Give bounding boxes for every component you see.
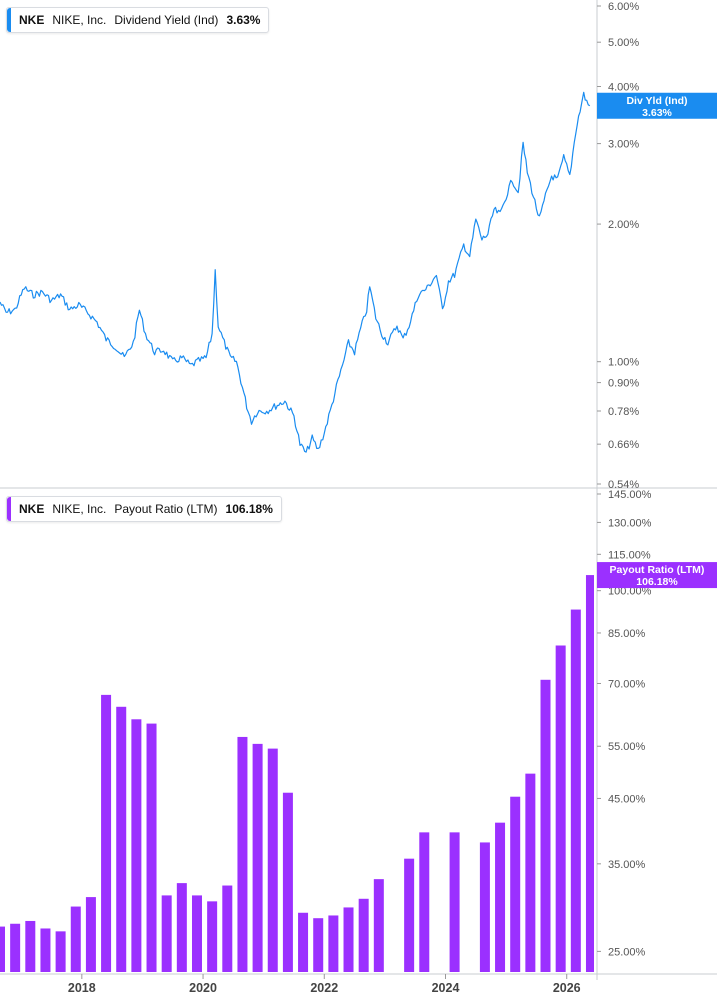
payout-bar bbox=[298, 912, 309, 972]
yield-tick-label: 6.00% bbox=[608, 1, 639, 13]
payout-bar bbox=[40, 928, 51, 972]
yield-legend: NKE NIKE, Inc. Dividend Yield (Ind) 3.63… bbox=[6, 7, 270, 33]
x-tick-label: 2024 bbox=[432, 981, 460, 995]
yield-tick-label: 3.00% bbox=[608, 139, 639, 151]
yield-legend-company: NIKE, Inc. bbox=[52, 13, 107, 27]
payout-bar bbox=[313, 918, 324, 972]
payout-bar bbox=[176, 883, 187, 972]
payout-bar bbox=[343, 907, 354, 972]
payout-bar bbox=[479, 842, 490, 972]
payout-bar bbox=[237, 736, 248, 972]
payout-value-badge bbox=[597, 562, 717, 589]
payout-bar bbox=[495, 822, 506, 972]
yield-series-line bbox=[0, 91, 591, 453]
payout-legend-company: NIKE, Inc. bbox=[52, 502, 107, 516]
payout-legend-value: 106.18% bbox=[225, 502, 273, 516]
payout-bar bbox=[131, 719, 142, 972]
yield-legend-value: 3.63% bbox=[226, 13, 261, 27]
payout-tick-label: 85.00% bbox=[608, 628, 646, 640]
x-tick-label: 2026 bbox=[553, 981, 581, 995]
payout-bar bbox=[10, 923, 21, 972]
payout-bar bbox=[328, 915, 339, 972]
payout-bar bbox=[222, 885, 233, 972]
payout-bar bbox=[85, 897, 96, 972]
payout-legend-swatch bbox=[7, 497, 11, 521]
yield-tick-label: 0.54% bbox=[608, 479, 639, 491]
payout-bar bbox=[161, 895, 172, 972]
yield-tick-label: 0.90% bbox=[608, 378, 639, 390]
payout-bar bbox=[585, 575, 594, 972]
payout-bar bbox=[449, 832, 460, 972]
payout-bar bbox=[101, 694, 112, 972]
payout-tick-label: 35.00% bbox=[608, 859, 646, 871]
payout-bar bbox=[525, 773, 536, 972]
payout-bar bbox=[116, 706, 127, 972]
yield-legend-swatch bbox=[7, 8, 11, 32]
payout-badge-value: 106.18% bbox=[636, 576, 678, 588]
yield-badge-value: 3.63% bbox=[642, 107, 672, 119]
payout-tick-label: 70.00% bbox=[608, 678, 646, 690]
payout-bar bbox=[540, 679, 551, 972]
payout-bar bbox=[25, 920, 36, 972]
yield-tick-label: 2.00% bbox=[608, 219, 639, 231]
yield-badge-label: Div Yld (Ind) bbox=[626, 95, 687, 107]
payout-tick-label: 100.00% bbox=[608, 586, 652, 598]
x-tick-label: 2022 bbox=[310, 981, 338, 995]
payout-bar bbox=[191, 895, 202, 972]
payout-bar bbox=[358, 898, 369, 972]
payout-bar bbox=[0, 926, 5, 972]
yield-tick-label: 5.00% bbox=[608, 37, 639, 49]
payout-bar bbox=[252, 743, 263, 972]
payout-bar bbox=[207, 901, 218, 972]
payout-bar bbox=[70, 906, 81, 972]
payout-bar bbox=[570, 609, 581, 972]
payout-badge-label: Payout Ratio (LTM) bbox=[610, 564, 705, 576]
yield-tick-label: 0.78% bbox=[608, 406, 639, 418]
payout-bar bbox=[419, 832, 430, 972]
payout-bar bbox=[146, 723, 157, 972]
yield-legend-ticker: NKE bbox=[19, 13, 45, 27]
payout-tick-label: 45.00% bbox=[608, 793, 646, 805]
payout-bar bbox=[510, 796, 521, 972]
payout-tick-label: 25.00% bbox=[608, 946, 646, 958]
payout-legend-metric: Payout Ratio (LTM) bbox=[114, 502, 218, 516]
payout-bar bbox=[282, 792, 293, 972]
payout-legend: NKE NIKE, Inc. Payout Ratio (LTM) 106.18… bbox=[6, 496, 282, 522]
payout-bar bbox=[373, 879, 384, 972]
payout-legend-ticker: NKE bbox=[19, 502, 45, 516]
yield-legend-metric: Dividend Yield (Ind) bbox=[114, 13, 219, 27]
yield-tick-label: 4.00% bbox=[608, 81, 639, 93]
yield-tick-label: 1.00% bbox=[608, 357, 639, 369]
payout-bar bbox=[55, 931, 66, 972]
payout-tick-label: 115.00% bbox=[608, 549, 651, 561]
payout-bar bbox=[555, 645, 566, 972]
payout-tick-label: 145.00% bbox=[608, 489, 652, 501]
payout-tick-label: 130.00% bbox=[608, 517, 652, 529]
payout-bar bbox=[267, 748, 278, 972]
payout-bar bbox=[404, 858, 415, 972]
yield-tick-label: 0.66% bbox=[608, 439, 639, 451]
yield-value-badge bbox=[597, 92, 717, 119]
x-tick-label: 2018 bbox=[68, 981, 96, 995]
x-tick-label: 2020 bbox=[189, 981, 217, 995]
payout-tick-label: 55.00% bbox=[608, 741, 646, 753]
